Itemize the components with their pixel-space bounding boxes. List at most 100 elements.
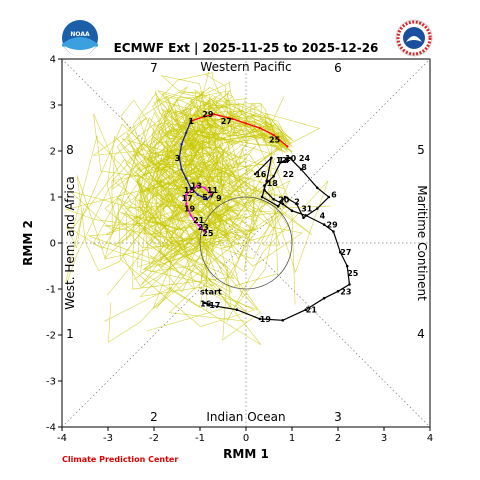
date-label: 31 xyxy=(301,205,313,214)
observed-point xyxy=(258,317,262,321)
ensemble-member-29 xyxy=(134,75,294,308)
y-ticks: -4 -3 -2 -1 0 1 2 3 4 xyxy=(46,55,62,434)
mean-point-magenta xyxy=(203,230,206,233)
ensemble-member-37 xyxy=(112,94,289,230)
nws-logo xyxy=(395,19,433,57)
date-label: 29 xyxy=(202,110,214,119)
mean-point-magenta xyxy=(185,193,188,196)
date-label: 16 xyxy=(200,300,212,309)
observed-point xyxy=(290,209,294,213)
ensemble-member-36 xyxy=(88,107,303,267)
phase-label-7: 7 xyxy=(150,61,158,75)
observed-point xyxy=(276,204,280,208)
mean-point-blue xyxy=(178,156,181,160)
ensemble-members xyxy=(65,71,331,346)
x-tick-label: 2 xyxy=(335,433,341,444)
observed-point xyxy=(327,195,331,199)
mean-point-blue xyxy=(196,193,199,196)
date-label: 17 xyxy=(182,194,193,203)
mean-point-blue xyxy=(185,131,188,134)
y-tick-label: 3 xyxy=(50,101,56,112)
date-label: 21 xyxy=(306,306,318,315)
region-western-pacific: Western Pacific xyxy=(200,60,291,74)
observed-point xyxy=(203,301,206,305)
date-label: 11 xyxy=(207,186,219,195)
mean-point-blue xyxy=(189,186,192,189)
ensemble-member-31 xyxy=(104,113,281,322)
phase-label-4: 4 xyxy=(417,327,425,341)
date-label: 7 xyxy=(209,191,215,200)
observed-point xyxy=(288,156,292,160)
noaa-logo: NOAA xyxy=(62,20,98,56)
observed-line xyxy=(204,156,351,321)
y-tick-label: 4 xyxy=(50,55,56,66)
mean-point-blue xyxy=(180,142,183,146)
ensemble-member-40 xyxy=(76,103,283,272)
y-tick-label: -1 xyxy=(46,285,56,296)
date-label: 2 xyxy=(294,198,300,207)
date-label: 25 xyxy=(202,229,214,238)
observed-point xyxy=(299,168,303,171)
date-label: 22 xyxy=(283,170,294,179)
ensemble-member-30 xyxy=(139,90,321,248)
date-label: 17 xyxy=(209,301,220,310)
date-label: 9 xyxy=(216,194,222,203)
observed-point xyxy=(235,308,239,312)
date-label: 14 xyxy=(278,156,290,165)
date-label: 1 xyxy=(189,117,195,126)
mean-point-red xyxy=(203,115,206,118)
date-label: 23 xyxy=(340,287,351,296)
observed-point xyxy=(322,296,326,300)
date-label: 27 xyxy=(221,117,232,126)
date-label: 16 xyxy=(255,170,267,179)
date-label: 23 xyxy=(198,223,209,232)
observed-point xyxy=(279,161,282,164)
mean-point-red xyxy=(231,117,234,121)
mean-point-magenta xyxy=(198,225,202,229)
x-tick-label: 1 xyxy=(289,433,295,444)
x-tick-label: -3 xyxy=(103,433,113,444)
y-tick-label: -2 xyxy=(46,331,56,342)
ensemble-mean-path xyxy=(178,113,289,233)
x-ticks: -4 -3 -2 -1 0 1 2 3 4 xyxy=(57,427,433,444)
start-label: start xyxy=(200,288,222,297)
mean-point-magenta xyxy=(203,186,206,189)
date-label: 13 xyxy=(191,182,202,191)
mean-point-magenta xyxy=(194,221,197,224)
date-label: 19 xyxy=(260,315,272,324)
observed-point xyxy=(316,186,319,190)
date-label: 10 xyxy=(285,154,297,163)
mean-point-blue xyxy=(180,168,183,171)
ensemble-member-26 xyxy=(135,130,329,322)
mean-point-red xyxy=(244,122,248,125)
svg-text:NOAA: NOAA xyxy=(70,31,90,38)
observed-point xyxy=(336,290,340,293)
phase-label-6: 6 xyxy=(334,61,342,75)
date-label: 29 xyxy=(327,221,339,230)
mean-point-red xyxy=(272,133,275,137)
date-label: 19 xyxy=(184,205,196,214)
ensemble-member-16 xyxy=(104,81,331,288)
date-label: 27 xyxy=(340,248,351,257)
observed-point xyxy=(295,202,298,206)
chart-title: ECMWF Ext | 2025-11-25 to 2025-12-26 xyxy=(114,41,379,55)
mean-point-red xyxy=(258,126,261,130)
date-labels: start16171921232527294681012141618202224… xyxy=(175,110,359,324)
x-tick-label: -1 xyxy=(195,433,205,444)
y-tick-label: 2 xyxy=(50,147,56,158)
observed-point xyxy=(281,202,285,206)
observed-point xyxy=(270,156,273,160)
x-tick-label: 4 xyxy=(427,433,433,444)
ensemble-member-28 xyxy=(146,120,283,311)
date-label: 12 xyxy=(276,156,287,165)
mean-point-blue xyxy=(185,177,188,180)
observed-point xyxy=(281,318,285,322)
observed-point xyxy=(263,188,266,192)
observed-point xyxy=(316,207,319,210)
observed-point xyxy=(322,223,326,226)
date-label: 4 xyxy=(320,211,326,220)
observed-point xyxy=(345,264,349,268)
observed-point xyxy=(253,172,257,176)
observed-path xyxy=(203,156,351,322)
